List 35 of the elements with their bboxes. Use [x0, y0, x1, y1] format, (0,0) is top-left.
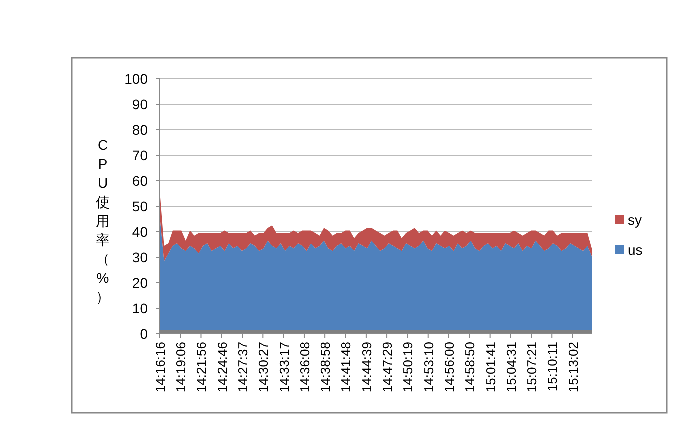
- y-tick-label: 50: [132, 198, 148, 214]
- text: CPU使用率（%）: [96, 137, 110, 305]
- legend-label: sy: [628, 212, 642, 228]
- x-tick-label: 14:27:37: [236, 342, 251, 393]
- y-tick-label: 10: [132, 300, 148, 316]
- y-tick-label: 100: [124, 71, 148, 87]
- y-tick-label: 80: [132, 122, 148, 138]
- x-tick-label: 14:41:48: [338, 342, 354, 393]
- y-tick-label: 60: [132, 173, 148, 189]
- x-tick-label: 14:19:06: [174, 342, 189, 393]
- y-tick-label: 90: [132, 96, 148, 112]
- y-tick-label: 20: [132, 275, 148, 291]
- y-tick-label: 40: [132, 224, 148, 240]
- x-tick-label: 14:36:08: [297, 342, 312, 393]
- x-tick-label: 14:24:46: [214, 342, 230, 393]
- y-tick-label: 0: [140, 326, 148, 342]
- x-tick-label: 14:21:56: [194, 342, 210, 393]
- x-tick-label: 14:16:16: [153, 342, 168, 393]
- x-tick-label: 14:38:58: [318, 342, 334, 393]
- x-tick-label: 15:10:11: [545, 342, 560, 392]
- x-tick-label: 14:47:29: [380, 342, 396, 393]
- x-tick-label: 14:58:50: [462, 342, 478, 393]
- legend-label: us: [628, 242, 643, 258]
- x-tick-label: 14:30:27: [256, 342, 272, 393]
- x-tick-label: 14:33:17: [276, 342, 292, 393]
- y-tick-label: 70: [132, 148, 148, 164]
- x-tick-label: 15:07:21: [524, 342, 540, 393]
- y-tick-label: 30: [132, 250, 148, 266]
- x-tick-label: 14:56:00: [442, 342, 457, 393]
- x-tick-label: 15:01:41: [483, 342, 498, 393]
- x-tick-label: 14:50:19: [400, 342, 416, 393]
- x-tick-label: 14:44:39: [359, 342, 374, 393]
- x-tick-label: 15:04:31: [504, 342, 519, 393]
- x-tick-label: 15:13:02: [566, 342, 581, 393]
- x-tick-label: 14:53:10: [421, 342, 436, 393]
